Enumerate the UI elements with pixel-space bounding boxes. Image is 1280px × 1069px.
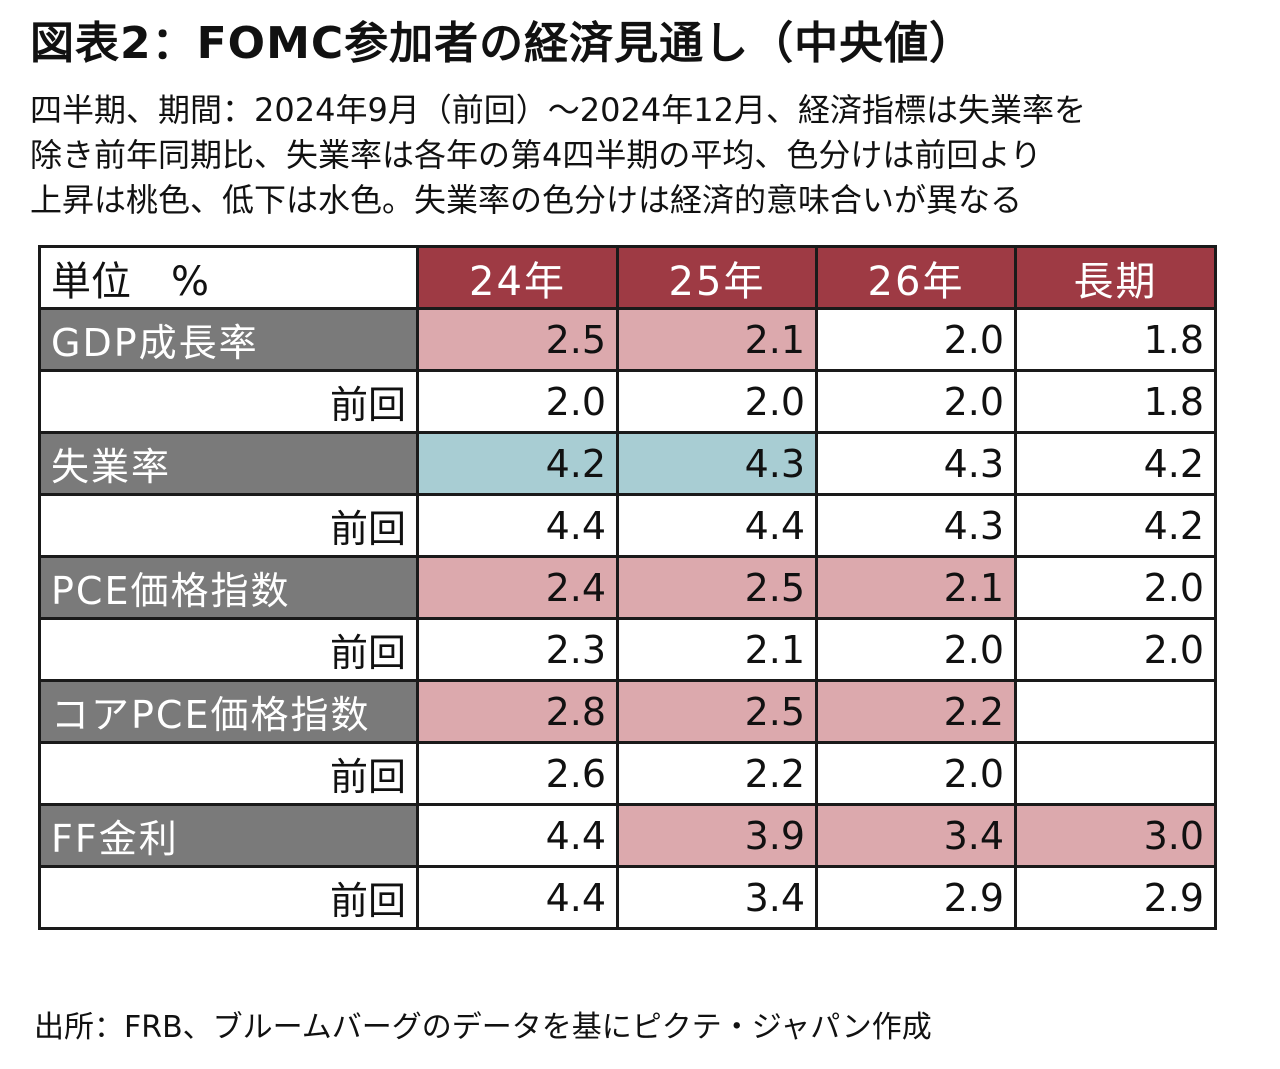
previous-value-cell: 4.4 [616,493,818,558]
indicator-row: PCE価格指数 2.4 2.5 2.1 2.0 [38,555,1217,620]
current-value-cell [1014,679,1217,744]
current-value-cell: 2.4 [416,555,619,620]
column-header-2025: 25年 [616,245,818,310]
previous-value-cell: 2.9 [1014,865,1217,930]
unit-label: 単位 % [38,245,419,310]
current-value-cell: 2.1 [616,307,818,372]
previous-label: 前回 [38,493,419,558]
current-value-cell: 4.4 [416,803,619,868]
previous-value-cell: 2.2 [616,741,818,806]
current-value-cell: 2.5 [416,307,619,372]
current-value-cell: 2.5 [616,679,818,744]
previous-value-cell: 4.3 [815,493,1017,558]
indicator-row: GDP成長率 2.5 2.1 2.0 1.8 [38,307,1217,372]
current-value-cell: 1.8 [1014,307,1217,372]
indicator-label: GDP成長率 [38,307,419,372]
current-value-cell: 2.5 [616,555,818,620]
current-value-cell: 3.0 [1014,803,1217,868]
previous-label: 前回 [38,617,419,682]
indicator-row: コアPCE価格指数 2.8 2.5 2.2 [38,679,1217,744]
current-value-cell: 2.1 [815,555,1017,620]
subtitle-line: 上昇は桃色、低下は水色。失業率の色分けは経済的意味合いが異なる [30,181,1023,219]
previous-row: 前回 4.4 4.4 4.3 4.2 [38,493,1217,558]
previous-value-cell: 2.9 [815,865,1017,930]
current-value-cell: 2.0 [815,307,1017,372]
current-value-cell: 2.0 [1014,555,1217,620]
projection-table: 単位 % 24年 25年 26年 長期 GDP成長率 2.5 2.1 2.0 1.8 前回… [38,245,1217,930]
previous-label: 前回 [38,865,419,930]
previous-value-cell: 4.4 [416,865,619,930]
previous-row: 前回 2.3 2.1 2.0 2.0 [38,617,1217,682]
previous-value-cell: 4.2 [1014,493,1217,558]
previous-label: 前回 [38,741,419,806]
indicator-label: FF金利 [38,803,419,868]
column-header-2026: 26年 [815,245,1017,310]
previous-value-cell: 2.0 [416,369,619,434]
current-value-cell: 2.2 [815,679,1017,744]
previous-value-cell: 4.4 [416,493,619,558]
source-note: 出所：FRB、ブルームバーグのデータを基にピクテ・ジャパン作成 [34,1010,932,1045]
previous-value-cell: 2.0 [815,741,1017,806]
previous-row: 前回 4.4 3.4 2.9 2.9 [38,865,1217,930]
previous-value-cell: 2.0 [616,369,818,434]
column-header-long-run: 長期 [1014,245,1217,310]
column-header-2024: 24年 [416,245,619,310]
previous-value-cell: 2.0 [1014,617,1217,682]
table-body: GDP成長率 2.5 2.1 2.0 1.8 前回 2.0 2.0 2.0 1.8 失業率 4.2 4.… [38,307,1217,930]
previous-label: 前回 [38,369,419,434]
current-value-cell: 4.2 [1014,431,1217,496]
previous-value-cell: 3.4 [616,865,818,930]
current-value-cell: 4.2 [416,431,619,496]
subtitle-line: 四半期、期間：2024年9月（前回）～2024年12月、経済指標は失業率を [30,91,1086,129]
previous-row: 前回 2.6 2.2 2.0 [38,741,1217,806]
indicator-label: 失業率 [38,431,419,496]
previous-row: 前回 2.0 2.0 2.0 1.8 [38,369,1217,434]
previous-value-cell [1014,741,1217,806]
previous-value-cell: 1.8 [1014,369,1217,434]
subtitle-line: 除き前年同期比、失業率は各年の第4四半期の平均、色分けは前回より [30,136,1042,174]
indicator-label: PCE価格指数 [38,555,419,620]
indicator-label: コアPCE価格指数 [38,679,419,744]
previous-value-cell: 2.0 [815,617,1017,682]
previous-value-cell: 2.1 [616,617,818,682]
header-row: 単位 % 24年 25年 26年 長期 [38,245,1217,310]
previous-value-cell: 2.3 [416,617,619,682]
previous-value-cell: 2.0 [815,369,1017,434]
current-value-cell: 4.3 [616,431,818,496]
current-value-cell: 3.4 [815,803,1017,868]
chart-subtitle: 四半期、期間：2024年9月（前回）～2024年12月、経済指標は失業率を 除き… [30,88,1260,223]
current-value-cell: 4.3 [815,431,1017,496]
previous-value-cell: 2.6 [416,741,619,806]
chart-title: 図表2：FOMC参加者の経済見通し（中央値） [30,18,975,69]
indicator-row: FF金利 4.4 3.9 3.4 3.0 [38,803,1217,868]
current-value-cell: 2.8 [416,679,619,744]
indicator-row: 失業率 4.2 4.3 4.3 4.2 [38,431,1217,496]
current-value-cell: 3.9 [616,803,818,868]
